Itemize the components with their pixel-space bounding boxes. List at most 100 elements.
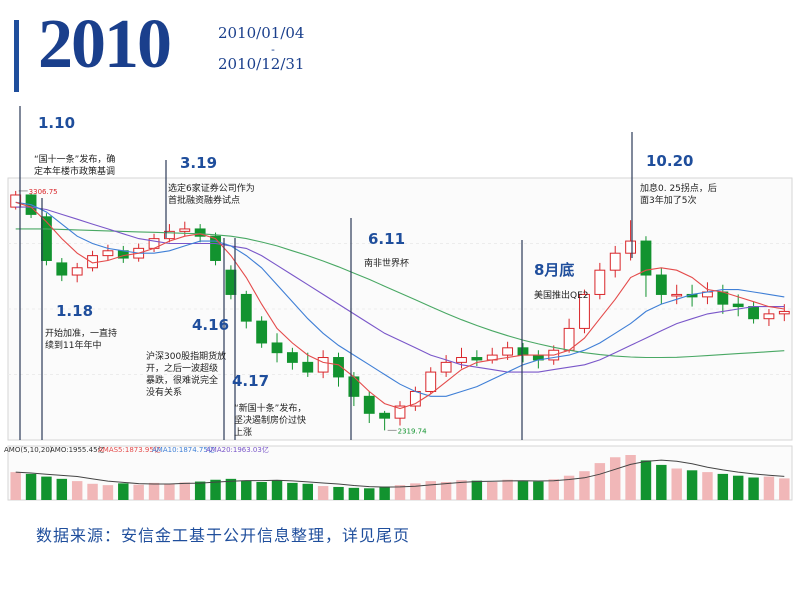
volume-bar: [502, 479, 513, 500]
candle-body: [594, 269, 606, 295]
candle-body: [655, 274, 667, 295]
event-description: 加息0. 25拐点，后: [640, 182, 717, 194]
date-start: 2010/01/04: [218, 24, 305, 42]
event-description: “新国十条”发布，: [234, 402, 306, 414]
volume-ma-line: [15, 459, 785, 488]
candle-body: [102, 250, 114, 257]
volume-bar: [702, 472, 713, 500]
volume-bar: [302, 483, 313, 500]
candle-body: [41, 216, 52, 261]
event-description: 首批融资融券试点: [168, 194, 240, 206]
volume-bar: [456, 480, 467, 500]
candle-body: [379, 412, 391, 419]
volume-bar: [748, 477, 759, 500]
candle-body: [271, 342, 283, 354]
candle-body: [579, 293, 590, 329]
ma-line-ma60: [15, 228, 785, 359]
volume-legend-amo: AMO:1955.45亿: [50, 445, 105, 454]
candle-body: [778, 310, 790, 315]
volume-bar: [271, 480, 283, 500]
volume-bar: [10, 472, 21, 500]
volume-bar: [517, 481, 529, 500]
volume-bar: [194, 481, 206, 500]
volume-bar: [25, 473, 37, 500]
candle-body: [640, 240, 652, 276]
candle-body: [71, 267, 83, 276]
volume-bar: [179, 482, 191, 500]
high-label: 3306.75: [29, 188, 58, 196]
volume-bar: [717, 473, 729, 500]
volume-bar: [471, 480, 483, 500]
event-date-label: 1.10: [38, 114, 75, 132]
event-date-label: 6.11: [368, 230, 405, 248]
candle-body: [10, 194, 22, 208]
event-date-label: 4.16: [192, 316, 229, 334]
candle-body: [302, 361, 314, 373]
candle-body: [56, 262, 68, 276]
volume-bar: [410, 483, 421, 500]
event-description: 暴跌，很难说完全: [146, 374, 218, 386]
volume-bar: [41, 476, 52, 500]
volume-bar: [640, 460, 652, 500]
candle-body: [717, 291, 729, 305]
candle-body: [394, 405, 406, 419]
event-description: 选定6家证券公司作为: [168, 182, 255, 194]
candle-body: [471, 357, 483, 361]
candle-body: [194, 228, 206, 237]
event-description: 没有关系: [146, 386, 182, 398]
ma-line-ma10: [15, 201, 785, 397]
volume-bar: [118, 483, 129, 500]
candle-body: [671, 293, 683, 297]
volume-bar: [671, 468, 682, 500]
event-description: 坚决遏制房价过快: [234, 414, 306, 426]
candle-body: [87, 255, 98, 269]
event-description: “国十一条”发布，确: [34, 153, 115, 165]
volume-bar: [256, 482, 267, 500]
candle-body: [163, 230, 175, 240]
event-description: 续到11年年中: [45, 339, 101, 351]
event-description: 定本年楼市政策基调: [34, 165, 115, 177]
title-accent-bar: [14, 20, 19, 92]
event-date-label: 4.17: [232, 372, 269, 390]
volume-bar: [440, 482, 452, 500]
event-description: 南非世界杯: [364, 257, 409, 269]
ma-line-ma20: [15, 206, 785, 373]
candle-body: [456, 357, 467, 363]
event-description: 上涨: [234, 427, 252, 438]
candle-body: [286, 352, 298, 363]
event-date-label: 10.20: [646, 152, 693, 170]
year-title: 2010: [38, 6, 172, 83]
volume-bar: [225, 478, 237, 500]
volume-bar: [533, 481, 544, 500]
volume-bar: [487, 482, 498, 500]
low-label: 2319.74: [398, 427, 427, 435]
candle-body: [225, 269, 237, 295]
candle-body: [179, 228, 191, 232]
volume-bar: [732, 475, 744, 500]
event-date-label: 8月底: [534, 261, 574, 279]
volume-bar: [425, 481, 436, 500]
date-end: 2010/12/31: [218, 54, 305, 73]
candle-body: [425, 371, 437, 392]
volume-legend-label: AMO(5,10,20): [4, 446, 53, 454]
volume-legend-ama10: AMA10:1874.75亿: [152, 445, 215, 454]
volume-bar: [364, 488, 375, 500]
candle-body: [363, 395, 375, 414]
candle-body: [502, 347, 514, 356]
data-source-note: 数据来源：安信金工基于公开信息整理，详见尾页: [36, 526, 411, 545]
volume-legend-amas5: AMAS5:1873.95亿: [98, 445, 161, 454]
volume-bar: [625, 455, 636, 500]
volume-bar: [548, 479, 559, 500]
event-description: 沪深300股指期货放: [146, 350, 226, 362]
candle-body: [240, 293, 252, 322]
volume-bar: [210, 479, 221, 500]
volume-bar: [563, 475, 575, 500]
volume-bar: [609, 457, 621, 500]
volume-bar: [56, 478, 68, 500]
event-date-label: 3.19: [180, 154, 217, 172]
event-description: 开，之后一波超级: [146, 362, 218, 374]
candle-body: [763, 313, 775, 320]
candle-body: [317, 357, 329, 373]
candle-body: [625, 240, 637, 254]
